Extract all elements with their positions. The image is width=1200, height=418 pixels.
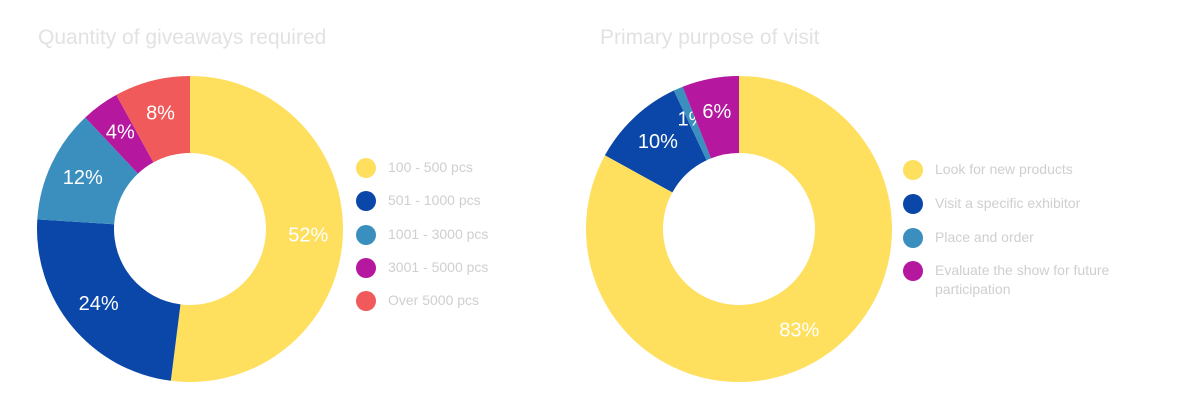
legend-label: Over 5000 pcs	[388, 292, 480, 308]
data-label: 6%	[702, 101, 731, 123]
legend-label: 1001 - 3000 pcs	[388, 226, 489, 242]
legend-swatch	[356, 258, 376, 278]
legend-label: Look for new products	[935, 161, 1073, 177]
legend-item: Look for new products	[903, 160, 1143, 180]
chart-title: Primary purpose of visit	[600, 26, 820, 49]
legend-label: 3001 - 5000 pcs	[388, 259, 489, 275]
legend-label: 501 - 1000 pcs	[388, 192, 481, 208]
data-label: 83%	[779, 319, 819, 341]
chart-title: Quantity of giveaways required	[38, 26, 327, 49]
data-label: 4%	[106, 121, 135, 143]
slice	[604, 90, 707, 193]
legend-label: Place and order	[935, 229, 1034, 245]
legend-item: Place and order	[903, 228, 1143, 248]
legend-label: Visit a specific exhibitor	[935, 195, 1081, 211]
legend-item: Evaluate the show for future participati…	[903, 261, 1143, 299]
legend-swatch	[356, 225, 376, 245]
slice	[36, 219, 181, 381]
slice	[37, 117, 138, 225]
slice	[85, 94, 154, 174]
slice	[170, 76, 343, 382]
legend-swatch	[356, 291, 376, 311]
legend-swatch	[903, 160, 923, 180]
slice	[116, 76, 190, 163]
legend-item: Over 5000 pcs	[356, 291, 596, 311]
data-label: 12%	[63, 167, 103, 189]
data-label: 10%	[638, 131, 678, 153]
slice	[585, 76, 892, 382]
legend-item: Visit a specific exhibitor	[903, 194, 1143, 214]
data-label: 24%	[79, 293, 119, 315]
legend-swatch	[903, 261, 923, 281]
legend-label: Evaluate the show for future participati…	[935, 262, 1110, 297]
legend-item: 100 - 500 pcs	[356, 158, 596, 178]
slice	[682, 76, 739, 159]
legend-swatch	[903, 228, 923, 248]
legend-item: 501 - 1000 pcs	[356, 191, 596, 211]
data-label: 8%	[146, 103, 175, 125]
slice	[673, 86, 712, 161]
legend-label: 100 - 500 pcs	[388, 159, 473, 175]
legend-swatch	[356, 191, 376, 211]
legend-swatch	[356, 158, 376, 178]
legend-swatch	[903, 194, 923, 214]
legend-item: 1001 - 3000 pcs	[356, 225, 596, 245]
data-label: 52%	[288, 225, 328, 247]
legend-item: 3001 - 5000 pcs	[356, 258, 596, 278]
